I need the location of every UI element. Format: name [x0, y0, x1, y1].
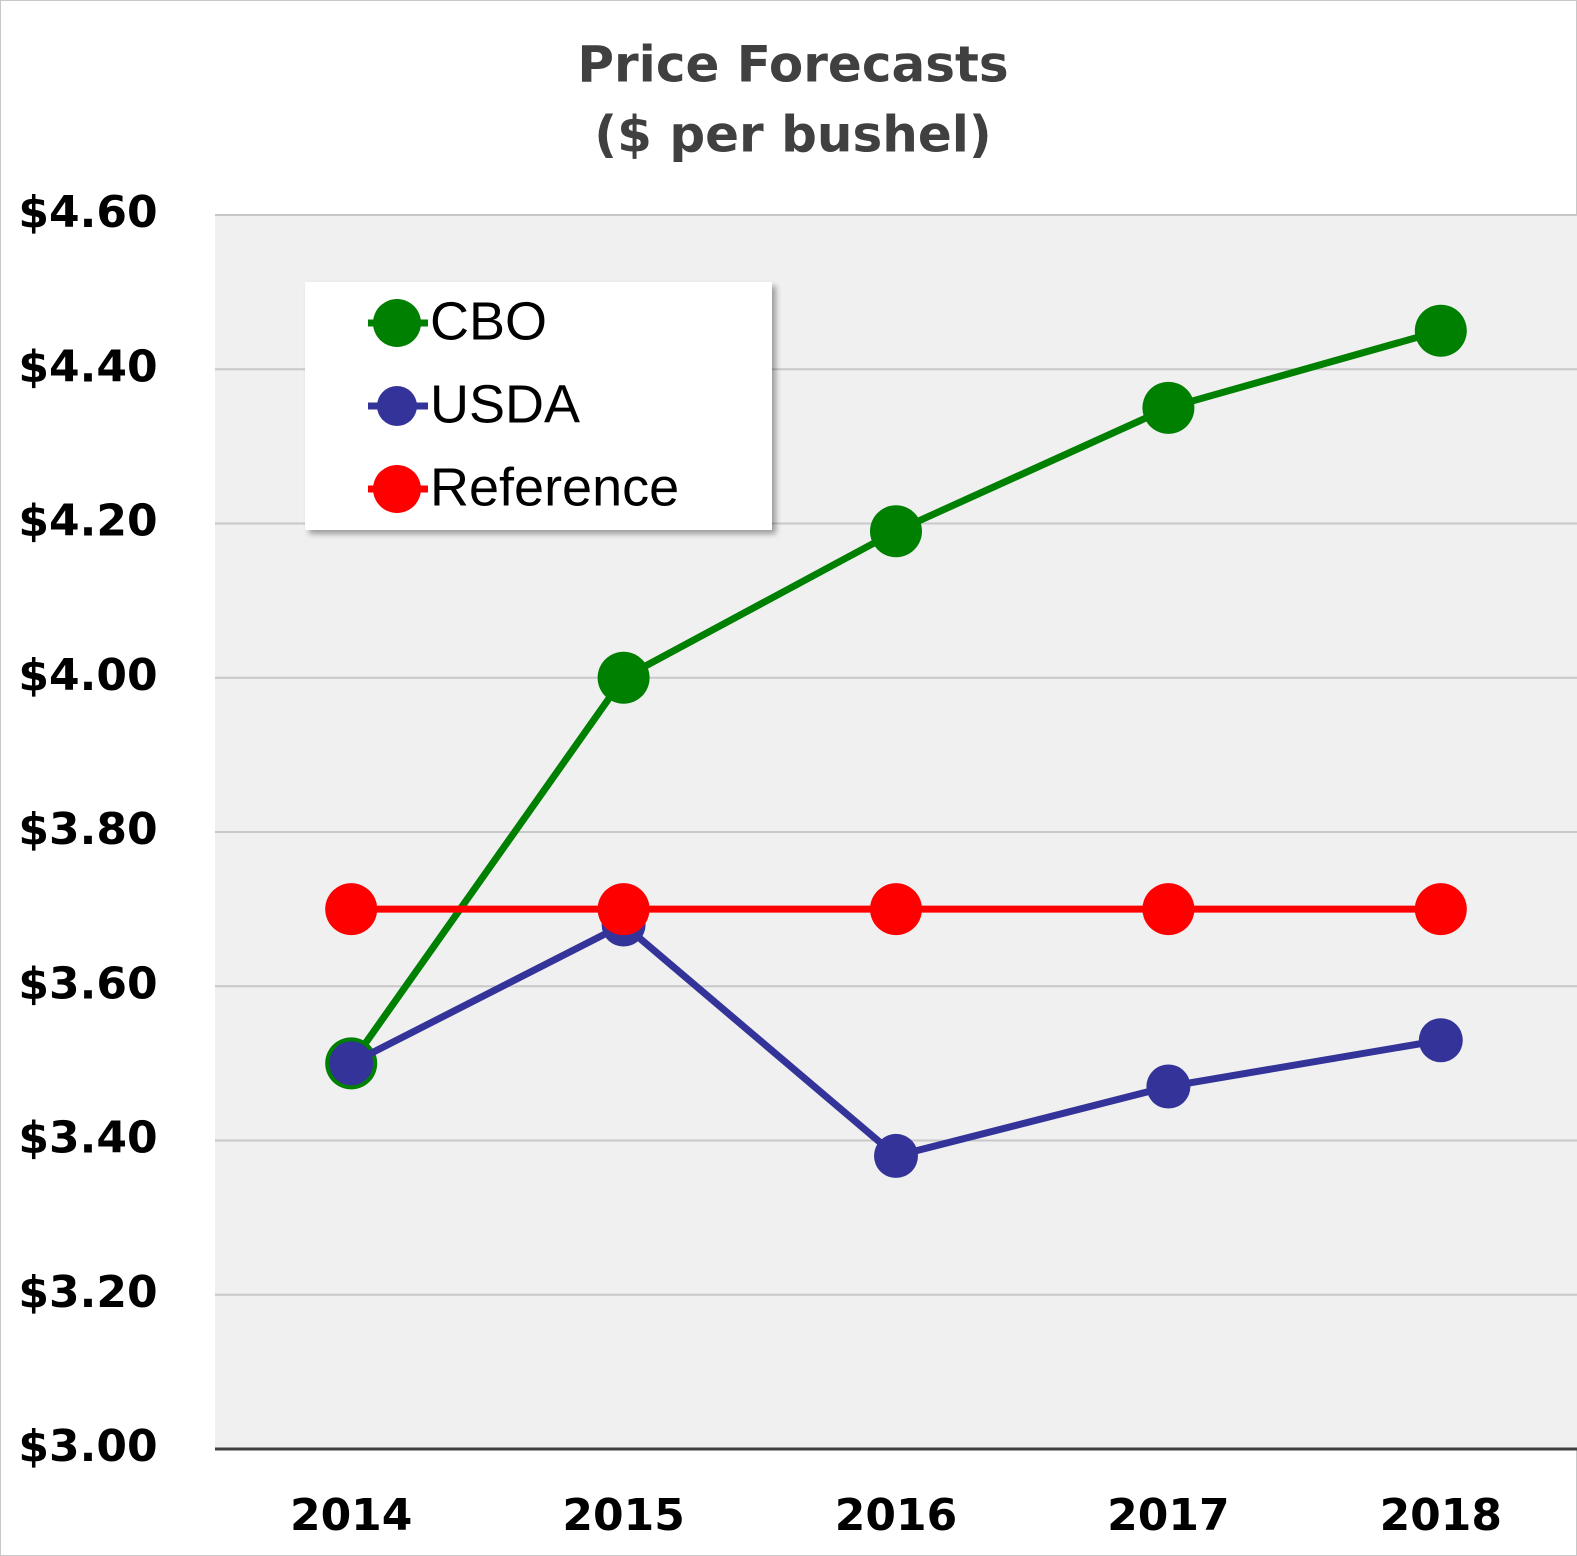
- x-tick-label: 2018: [1380, 1490, 1502, 1541]
- y-tick-label: $3.20: [18, 1267, 157, 1318]
- legend-label: Reference: [430, 457, 679, 517]
- legend-marker: [373, 465, 421, 513]
- data-point: [1146, 1064, 1191, 1109]
- legend: CBO USDA Reference: [305, 282, 772, 530]
- y-tick-label: $3.80: [18, 804, 157, 855]
- data-point: [1418, 1018, 1463, 1063]
- y-tick-label: $4.20: [18, 496, 157, 547]
- data-point: [1414, 883, 1467, 936]
- data-point: [329, 1041, 374, 1086]
- y-tick-label: $3.40: [18, 1113, 157, 1164]
- legend-label: USDA: [430, 374, 580, 434]
- data-point: [325, 883, 378, 936]
- y-tick-label: $3.60: [18, 958, 157, 1009]
- chart-title: Price Forecasts: [577, 36, 1008, 94]
- legend-marker: [373, 299, 421, 347]
- y-tick-label: $4.60: [18, 187, 157, 238]
- data-point: [874, 1133, 918, 1178]
- legend-marker: [377, 386, 417, 426]
- data-point: [1414, 304, 1467, 357]
- data-point: [597, 651, 650, 704]
- x-tick-label: 2015: [562, 1490, 684, 1541]
- data-point: [870, 883, 922, 936]
- chart-subtitle: ($ per bushel): [594, 106, 991, 164]
- data-point: [1142, 883, 1195, 936]
- legend-label: CBO: [430, 291, 547, 351]
- y-tick-label: $3.00: [18, 1421, 157, 1472]
- x-tick-label: 2017: [1107, 1490, 1229, 1541]
- y-tick-label: $4.00: [18, 650, 157, 701]
- x-tick-label: 2016: [835, 1490, 957, 1541]
- data-point: [1142, 381, 1195, 434]
- x-tick-label: 2014: [290, 1490, 412, 1541]
- y-tick-label: $4.40: [18, 341, 157, 392]
- data-point: [870, 505, 922, 558]
- data-point: [597, 883, 650, 936]
